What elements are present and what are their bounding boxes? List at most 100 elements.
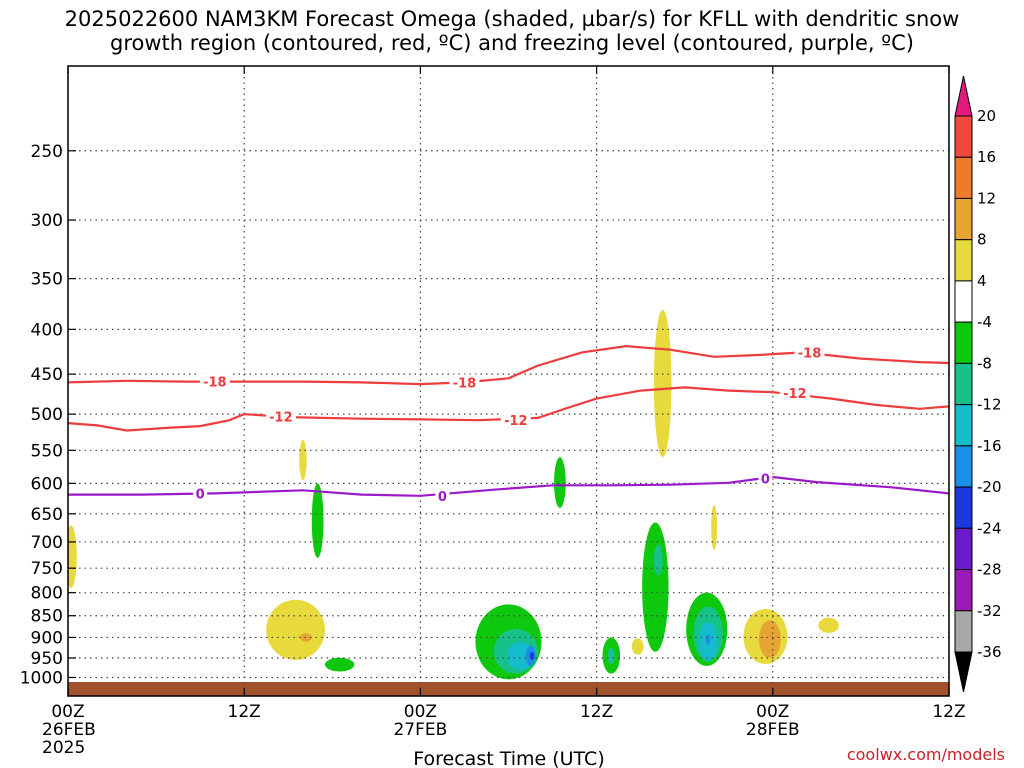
- omega-area-18: [653, 544, 663, 576]
- ground-surface: [68, 681, 949, 696]
- colorbar-band-1: [954, 156, 973, 199]
- contour-label-6: 0: [196, 487, 205, 502]
- y-tick-label-1000: 1000: [20, 668, 63, 688]
- contour-label-bg-0: [199, 373, 230, 390]
- contour-line-0-2: [68, 475, 949, 497]
- colorbar-band-9: [954, 486, 973, 529]
- y-tick-label-800: 800: [31, 584, 63, 604]
- contour-label-bg-1: [449, 374, 480, 391]
- ground-strip: [68, 681, 949, 696]
- omega-area-6: [554, 457, 566, 508]
- contour-label-5: -12: [783, 387, 807, 402]
- contour-label-8: 0: [761, 472, 770, 487]
- contour-label-bg-3: [265, 408, 296, 425]
- colorbar-label-7: -12: [977, 396, 1002, 414]
- x-tick-label-0-1: 26FEB: [42, 720, 96, 740]
- x-tick-label-0-0: 00Z: [51, 702, 84, 722]
- y-axis: 2503003504004505005506006507007508008509…: [20, 142, 76, 688]
- omega-area-0: [68, 525, 77, 588]
- contour-label-0: -18: [203, 376, 227, 391]
- contour-label-bg-5: [779, 385, 810, 402]
- omega-area-2: [266, 599, 325, 660]
- omega-area-13: [529, 651, 535, 660]
- colorbar-band-0: [954, 115, 973, 158]
- x-tick-label-60-0: 12Z: [932, 702, 965, 722]
- y-tick-label-300: 300: [31, 211, 63, 231]
- y-tick-label-900: 900: [31, 628, 63, 648]
- contour-label-bg-8: [758, 470, 773, 487]
- omega-shading: [68, 309, 839, 680]
- site-credit: coolwx.com/models: [847, 745, 1005, 764]
- x-tick-label-24-1: 27FEB: [393, 720, 447, 740]
- colorbar-label-6: -8: [977, 354, 992, 372]
- colorbar-band-2: [954, 197, 973, 241]
- y-tick-label-550: 550: [31, 441, 63, 461]
- x-axis-label: Forecast Time (UTC): [413, 748, 604, 768]
- colorbar: 20 16 12 8 4 -4 -8 -12 -16 -20 -24 -28 -32 -36: [954, 75, 1002, 693]
- omega-area-15: [607, 647, 615, 664]
- colorbar-band-7: [954, 404, 973, 447]
- y-tick-label-750: 750: [31, 559, 63, 579]
- omega-area-23: [705, 634, 711, 645]
- contour-label-bg-4: [500, 412, 531, 429]
- omega-area-8: [711, 504, 718, 551]
- contour-label-7: 0: [438, 490, 447, 505]
- colorbar-band-3: [954, 239, 973, 282]
- contour-label-2: -18: [798, 346, 822, 361]
- contour-label-bg-7: [435, 487, 450, 504]
- omega-area-5: [324, 657, 355, 672]
- colorbar-band-11: [954, 569, 973, 612]
- contour-label-bg-6: [193, 485, 208, 502]
- omega-area-25: [758, 620, 781, 658]
- colorbar-label-13: -36: [977, 643, 1002, 661]
- colorbar-label-1: 16: [977, 148, 996, 166]
- colorbar-label-0: 20: [977, 107, 996, 125]
- colorbar-band-8: [954, 445, 973, 488]
- colorbar-label-3: 8: [977, 231, 987, 249]
- contour-label-3: -12: [269, 410, 293, 425]
- y-tick-label-850: 850: [31, 607, 63, 627]
- contour-label-1: -18: [453, 376, 477, 391]
- contour-labels: -18 -18 -18 -12 -12 -12 0 0 0: [193, 344, 825, 505]
- contour-label-bg-2: [794, 344, 825, 361]
- x-tick-label-24-0: 00Z: [404, 702, 437, 722]
- colorbar-band-6: [954, 362, 973, 406]
- omega-area-4: [311, 483, 324, 558]
- y-tick-label-350: 350: [31, 270, 63, 290]
- x-tick-label-48-1: 28FEB: [746, 720, 800, 740]
- colorbar-label-10: -24: [977, 519, 1002, 537]
- contour-label-4: -12: [504, 414, 528, 429]
- colorbar-band-5: [954, 321, 973, 364]
- colorbar-band-10: [954, 527, 973, 571]
- y-tick-label-400: 400: [31, 320, 63, 340]
- y-tick-label-700: 700: [31, 533, 63, 553]
- omega-area-26: [818, 617, 839, 633]
- colorbar-label-12: -32: [977, 602, 1002, 620]
- omega-area-1: [299, 439, 307, 481]
- x-tick-label-36-0: 12Z: [580, 702, 613, 722]
- x-tick-label-0-2: 2025: [42, 738, 85, 758]
- y-tick-label-950: 950: [31, 649, 63, 669]
- y-tick-label-250: 250: [31, 142, 63, 162]
- colorbar-band-12: [954, 610, 973, 653]
- omega-area-7: [653, 309, 672, 458]
- colorbar-label-11: -28: [977, 561, 1002, 579]
- plot-frame: [67, 65, 950, 697]
- omega-area-16: [631, 638, 644, 655]
- colorbar-label-9: -20: [977, 478, 1002, 496]
- chart-title-line-2: growth region (contoured, red, ºC) and f…: [110, 31, 914, 55]
- colorbar-label-5: -4: [977, 313, 992, 331]
- y-tick-label-650: 650: [31, 505, 63, 525]
- y-tick-label-450: 450: [31, 365, 63, 385]
- y-tick-label-500: 500: [31, 405, 63, 425]
- colorbar-label-8: -16: [977, 437, 1002, 455]
- chart-title-line-1: 2025022600 NAM3KM Forecast Omega (shaded…: [64, 7, 960, 31]
- x-tick-label-12-0: 12Z: [228, 702, 261, 722]
- x-tick-label-48-0: 00Z: [756, 702, 789, 722]
- colorbar-top-triangle: [954, 75, 973, 117]
- colorbar-label-4: 4: [977, 272, 987, 290]
- y-tick-label-600: 600: [31, 474, 63, 494]
- colorbar-bottom-triangle: [954, 651, 973, 693]
